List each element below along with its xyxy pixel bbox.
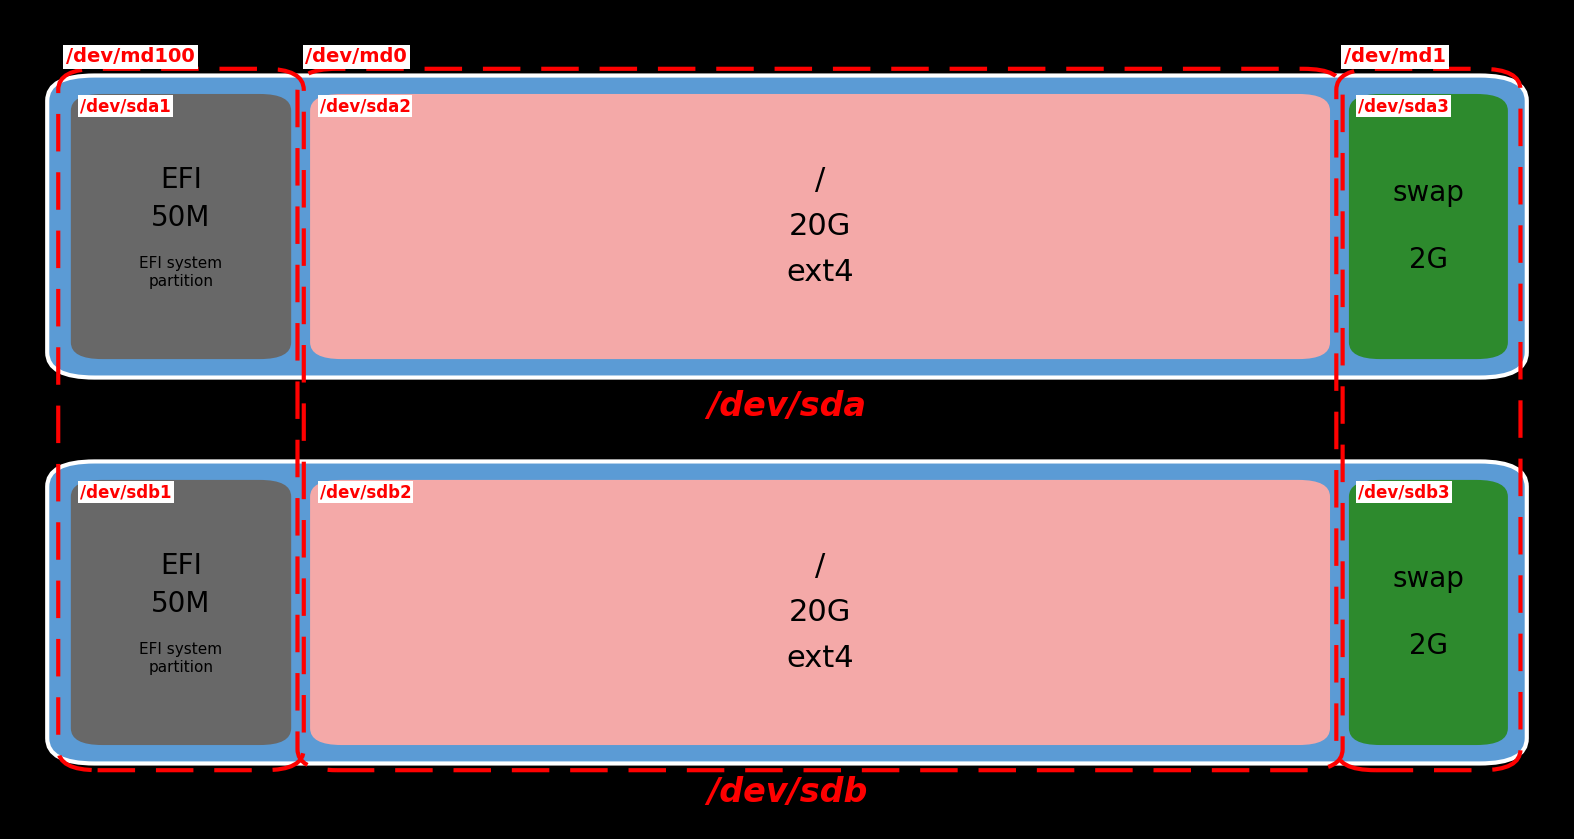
Text: EFI system
partition: EFI system partition xyxy=(140,643,222,675)
Text: /dev/md100: /dev/md100 xyxy=(66,47,195,66)
FancyBboxPatch shape xyxy=(71,480,291,745)
FancyBboxPatch shape xyxy=(47,461,1527,763)
Text: /dev/sdb2: /dev/sdb2 xyxy=(320,483,411,501)
Text: EFI: EFI xyxy=(161,552,201,581)
Text: 20G: 20G xyxy=(789,212,852,241)
Text: /dev/md0: /dev/md0 xyxy=(305,47,408,66)
Text: /dev/sda1: /dev/sda1 xyxy=(80,97,172,115)
Text: ext4: ext4 xyxy=(787,258,853,287)
Text: /dev/md1: /dev/md1 xyxy=(1344,47,1447,66)
FancyBboxPatch shape xyxy=(1349,94,1508,359)
FancyBboxPatch shape xyxy=(310,94,1330,359)
Text: /dev/sda2: /dev/sda2 xyxy=(320,97,411,115)
FancyBboxPatch shape xyxy=(1349,480,1508,745)
Text: EFI: EFI xyxy=(161,166,201,195)
Text: ext4: ext4 xyxy=(787,644,853,673)
Text: 2G: 2G xyxy=(1409,246,1448,274)
Text: swap: swap xyxy=(1393,565,1464,593)
FancyBboxPatch shape xyxy=(71,94,291,359)
Text: 20G: 20G xyxy=(789,598,852,627)
Text: /: / xyxy=(815,166,825,195)
Text: 50M: 50M xyxy=(151,590,211,618)
Text: /dev/sdb1: /dev/sdb1 xyxy=(80,483,172,501)
Text: 50M: 50M xyxy=(151,204,211,232)
Text: /dev/sdb3: /dev/sdb3 xyxy=(1358,483,1450,501)
Text: /dev/sdb: /dev/sdb xyxy=(707,776,867,809)
FancyBboxPatch shape xyxy=(47,76,1527,378)
Text: EFI system
partition: EFI system partition xyxy=(140,257,222,289)
Text: /: / xyxy=(815,552,825,581)
FancyBboxPatch shape xyxy=(310,480,1330,745)
Text: /dev/sda3: /dev/sda3 xyxy=(1358,97,1450,115)
Text: /dev/sda: /dev/sda xyxy=(707,390,867,423)
Text: 2G: 2G xyxy=(1409,632,1448,660)
Text: swap: swap xyxy=(1393,179,1464,207)
